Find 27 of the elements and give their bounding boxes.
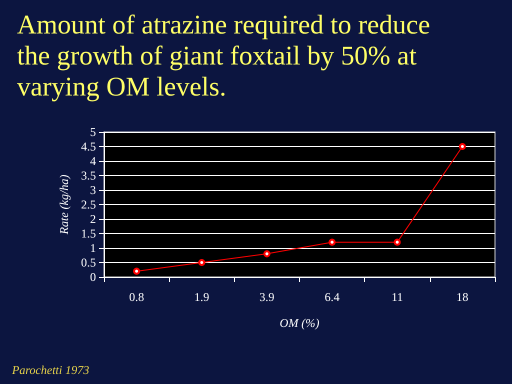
x-tick-label: 11 xyxy=(391,290,404,304)
y-tick-label: 1.5 xyxy=(81,226,96,240)
point xyxy=(133,268,140,275)
y-axis-title: Rate (kg/ha) xyxy=(57,174,72,236)
x-tick-label: 0.8 xyxy=(129,290,144,304)
point xyxy=(263,250,270,258)
y-tick-label: 2 xyxy=(90,212,96,226)
chart-title: Amount of atrazine required to reduce the growth of giant foxtail by 50% at varying OM levels. xyxy=(17,10,437,102)
y-tick-label: 3.5 xyxy=(81,168,96,182)
point xyxy=(394,238,401,246)
y-tick-label: 4 xyxy=(90,154,96,168)
y-tick-label: 4.5 xyxy=(81,140,96,154)
y-tick-label: 1 xyxy=(90,241,96,255)
point xyxy=(458,143,466,150)
y-tick-label: 0.5 xyxy=(81,256,96,270)
x-axis-title: OM (%) xyxy=(280,316,320,330)
y-tick-label: 5 xyxy=(90,125,96,139)
y-tick-label: 2.5 xyxy=(81,198,96,212)
y-tick-label: 3 xyxy=(90,183,96,197)
x-tick-label: 1.9 xyxy=(194,290,210,304)
y-tick-label: 0 xyxy=(90,270,96,284)
point xyxy=(198,259,206,266)
x-tick-label: 18 xyxy=(456,290,468,304)
text: Parochetti 1973 xyxy=(11,363,90,377)
x-tick-label: 6.4 xyxy=(324,290,340,304)
x-tick-label: 3.9 xyxy=(259,290,274,304)
point xyxy=(328,238,336,246)
